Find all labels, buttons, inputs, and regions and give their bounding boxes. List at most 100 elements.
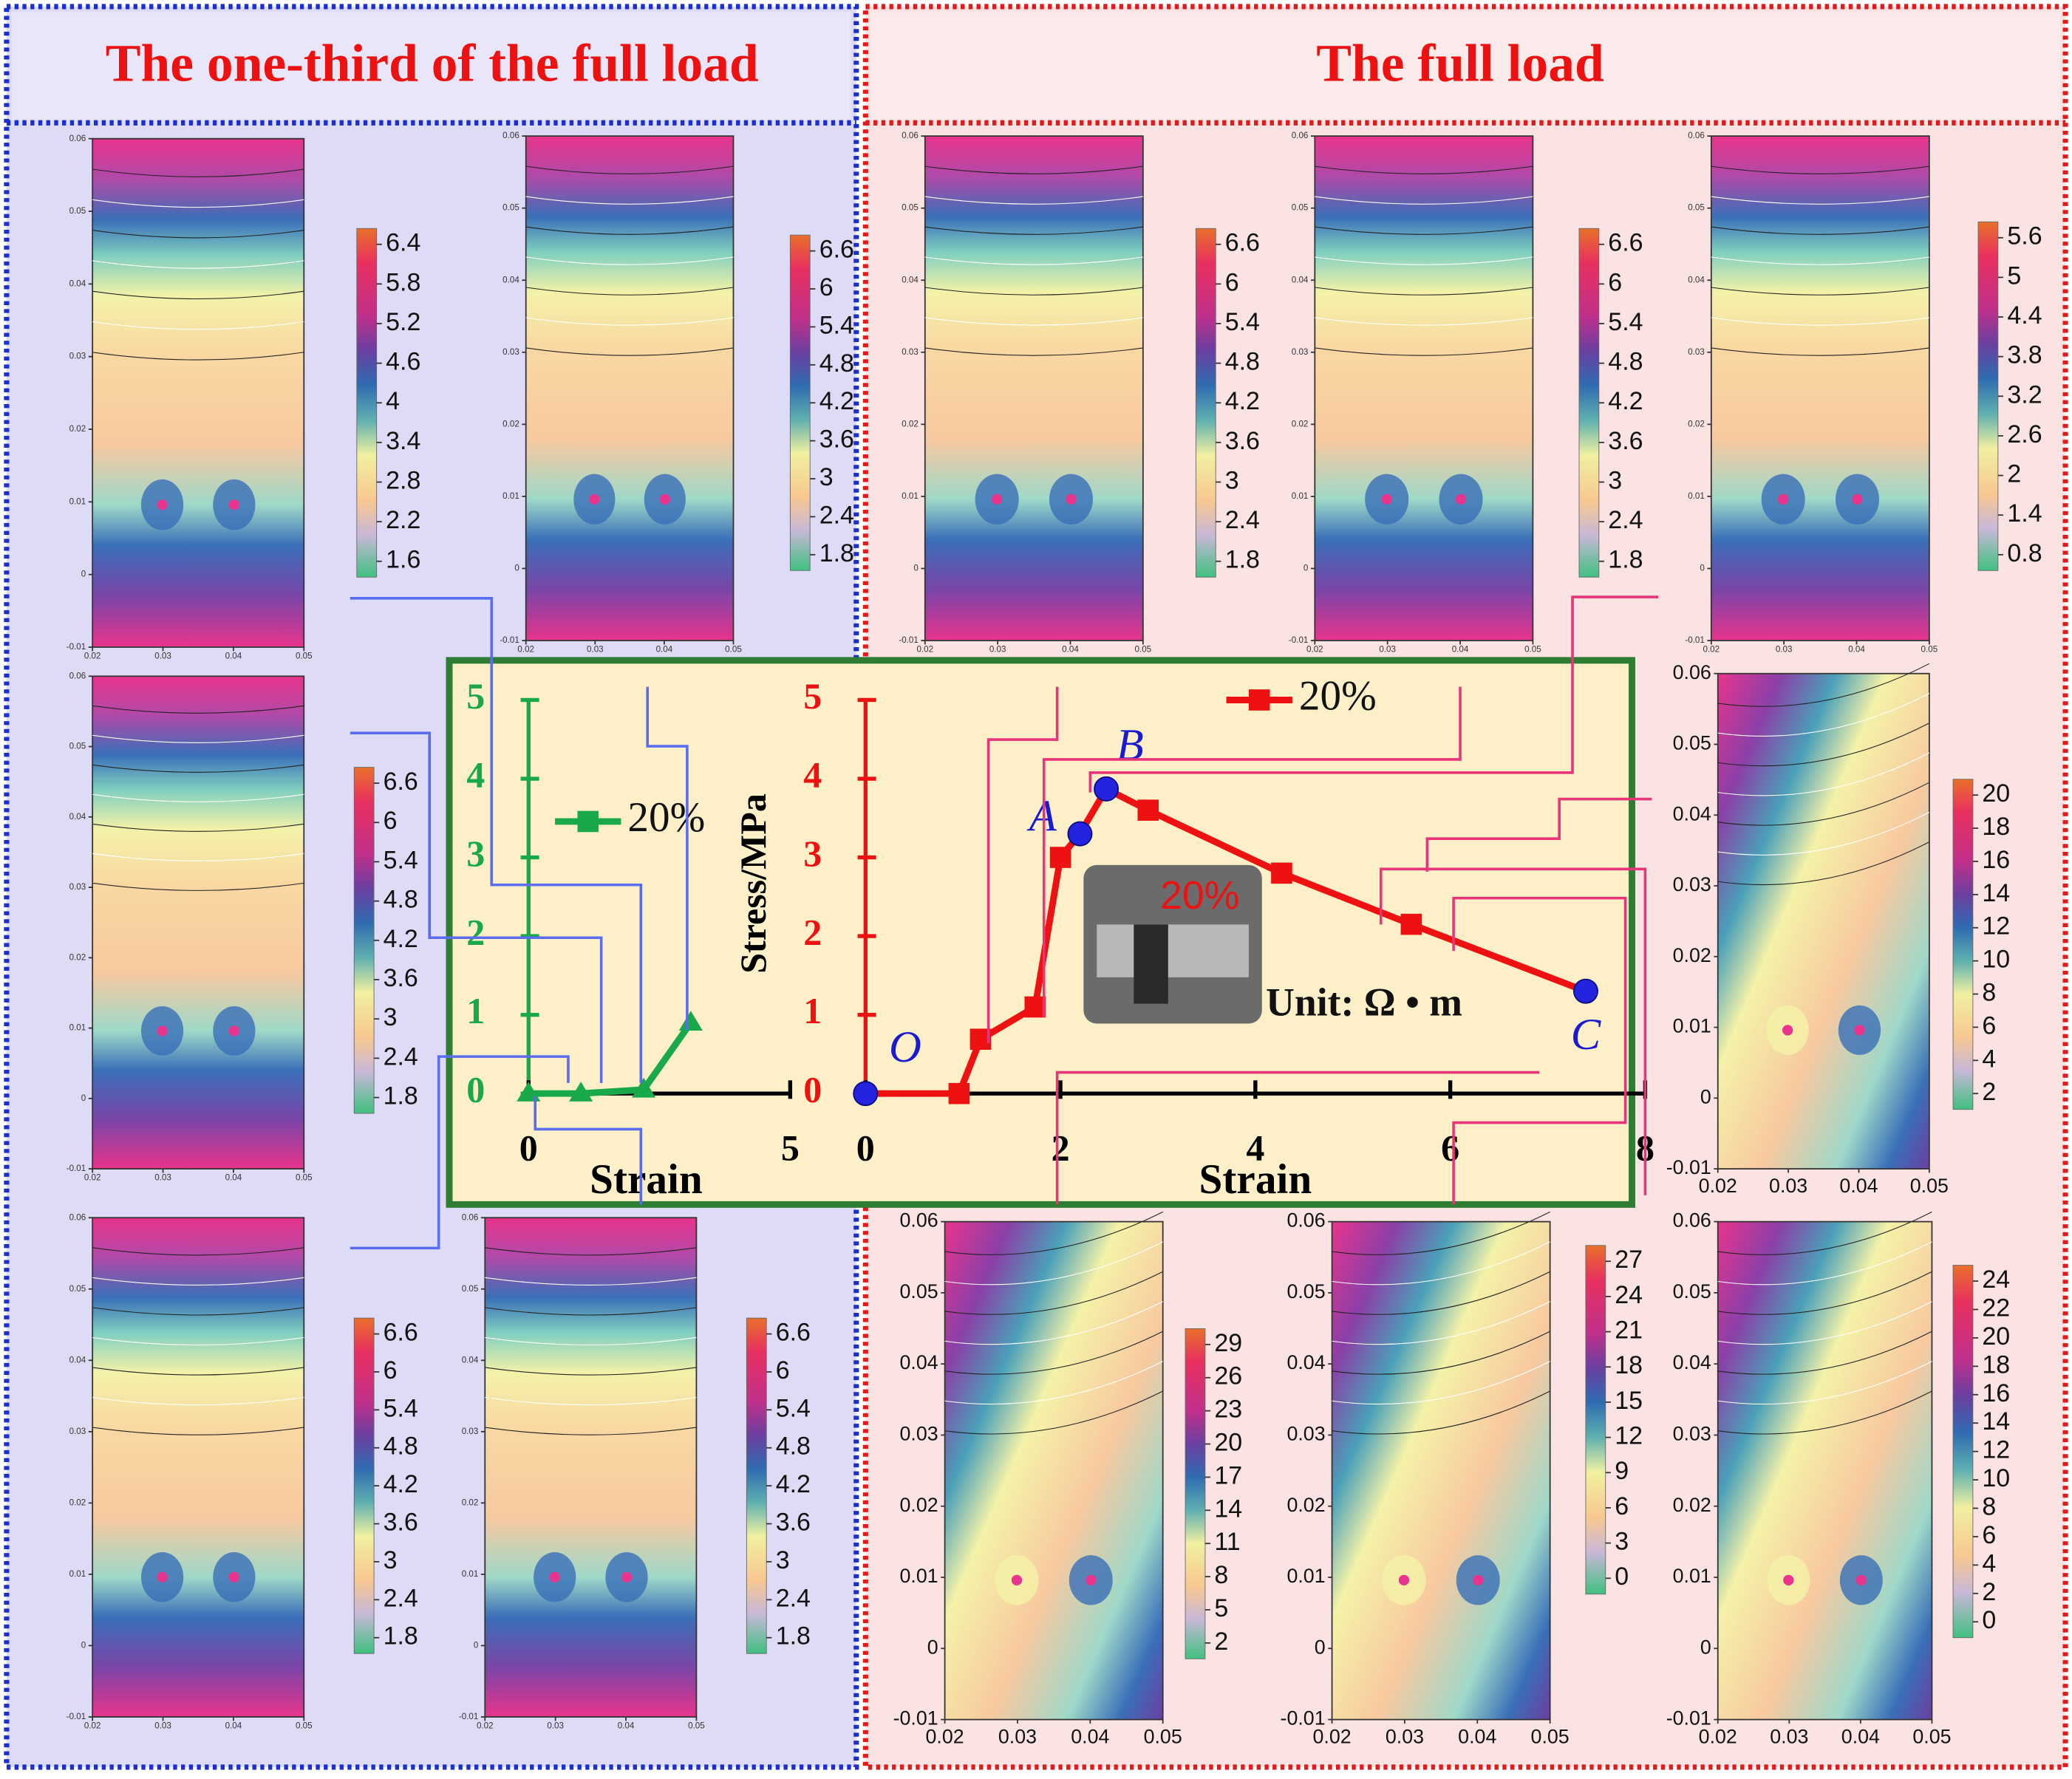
map-spot — [1086, 1574, 1097, 1585]
contour-line — [92, 1277, 304, 1285]
contour-line — [1717, 693, 1930, 737]
contour-line — [92, 260, 304, 269]
map-field — [944, 1220, 1164, 1721]
contour-line — [92, 853, 304, 861]
map-y-tick-label: 0.04 — [902, 275, 919, 284]
map-x-tick-label: 0.03 — [998, 1726, 1037, 1748]
map-x-tick-label: 0.03 — [1769, 1175, 1807, 1197]
map-x-tick-label: 0.03 — [587, 645, 604, 655]
map-x-tick-label: 0.05 — [1921, 645, 1938, 655]
colorbar-tick-label: 5.4 — [819, 311, 854, 339]
map-y-tick-label: 0.01 — [902, 491, 919, 501]
colorbar-tick-label: 3.6 — [384, 1509, 418, 1537]
colorbar-tick-label: 5.6 — [2007, 222, 2042, 250]
map-y-tick-label: 0.01 — [1673, 1015, 1711, 1037]
map-y-tick-label: 0.05 — [462, 1284, 479, 1294]
x-tick-label: 5 — [781, 1127, 800, 1168]
colorbar-tick-label: 15 — [1615, 1387, 1643, 1415]
colorbar-tick-label: 4.2 — [776, 1470, 811, 1498]
map-y-tick-label: 0 — [1315, 1636, 1326, 1658]
map-y-tick-label: 0.06 — [900, 1209, 938, 1232]
map-y-tick-label: 0.05 — [502, 203, 519, 213]
map-x-tick-label: 0.03 — [1386, 1726, 1424, 1748]
map-y-tick-label: 0.02 — [502, 419, 519, 428]
map-y-tick-label: 0.06 — [1688, 131, 1705, 140]
colorbar-tick-label: 5.4 — [1608, 308, 1643, 336]
map-y-tick-label: 0.05 — [900, 1280, 938, 1302]
colorbar-tick-label: 4.8 — [819, 349, 854, 378]
legend-label: 20% — [1299, 673, 1377, 720]
colorbar-tick-label: 6 — [1982, 1521, 1996, 1549]
map-x-tick-label: 0.05 — [1524, 645, 1541, 655]
contour-line — [1711, 287, 1929, 296]
colorbar-tick-label: 23 — [1214, 1396, 1242, 1424]
map-y-tick-label: 0.02 — [1673, 1494, 1711, 1516]
contour-map: 0.060.050.040.030.020.010-0.010.02 0.03 0.… — [1281, 1209, 1643, 1748]
point — [853, 1081, 879, 1107]
map-y-tick-label: 0 — [81, 1093, 86, 1103]
colorbar-tick-label: 24 — [1982, 1266, 2010, 1294]
contour-line — [924, 256, 1143, 265]
legend-marker — [1248, 689, 1270, 711]
map-spot — [1783, 1574, 1794, 1585]
map-y-tick-label: 0.02 — [1292, 419, 1309, 428]
map-field — [1314, 135, 1534, 641]
map-y-tick-label: 0.03 — [1287, 1423, 1325, 1445]
colorbar-tick-label: 4.2 — [384, 1470, 418, 1498]
map-y-tick-label: -0.01 — [1666, 1707, 1711, 1730]
contour-line — [944, 1211, 1163, 1255]
header: The full load — [1316, 34, 1604, 92]
colorbar-tick-label: 6.4 — [386, 229, 420, 257]
contour-line — [525, 196, 734, 205]
point — [1024, 996, 1046, 1018]
colorbar-tick-label: 6.6 — [384, 768, 418, 796]
map-y-tick-label: 0.05 — [1688, 203, 1705, 213]
contour-line — [944, 1241, 1163, 1285]
map-y-tick-label: 0.01 — [1673, 1565, 1711, 1587]
map-spot — [157, 1571, 168, 1582]
contour-line — [924, 196, 1143, 205]
map-x-tick-label: 0.05 — [1910, 1175, 1949, 1197]
contour-line — [92, 793, 304, 802]
colorbar-tick-label: 5 — [1214, 1594, 1228, 1622]
map-y-tick-label: 0 — [81, 1641, 86, 1650]
y-tick-label: 1 — [803, 990, 822, 1031]
map-spot — [659, 494, 670, 505]
colorbar-tick-label: 4.8 — [776, 1433, 811, 1461]
map-spot — [992, 494, 1003, 505]
map-y-tick-label: 0.02 — [462, 1498, 479, 1507]
map-y-tick-label: -0.01 — [500, 635, 519, 645]
colorbar-tick-label: 6 — [776, 1356, 790, 1384]
map-x-tick-label: 0.03 — [1770, 1726, 1808, 1748]
colorbar-tick-label: 3.6 — [1225, 427, 1260, 455]
point — [1400, 913, 1422, 935]
colorbar-tick-label: 2.2 — [386, 506, 420, 534]
colorbar — [1952, 1265, 1974, 1639]
colorbar-tick-label: 29 — [1214, 1329, 1242, 1357]
contour-map: 0.060.050.040.030.020.010-0.010.02 0.03 0.… — [1685, 131, 2042, 654]
map-x-tick-label: 0.04 — [1848, 645, 1865, 655]
map-spot — [589, 494, 600, 505]
y-tick-label: 4 — [466, 754, 485, 796]
map-field — [484, 1217, 698, 1718]
unit-label: Unit: Ω • m — [1266, 980, 1462, 1025]
point — [1271, 862, 1292, 884]
colorbar-tick-label: 14 — [1982, 879, 2010, 907]
map-x-tick-label: 0.03 — [989, 645, 1006, 655]
map-y-tick-label: 0.03 — [69, 882, 86, 892]
colorbar-tick-label: 3.8 — [2007, 341, 2042, 369]
colorbar-tick-label: 6.6 — [1225, 229, 1260, 257]
map-field — [1331, 1220, 1551, 1721]
contour-line — [1717, 841, 1930, 886]
map-x-tick-label: 0.03 — [1379, 645, 1396, 655]
contour-line — [944, 1301, 1163, 1345]
map-y-tick-label: 0.06 — [1673, 1209, 1711, 1232]
contour-line — [1711, 347, 1929, 356]
point — [1067, 821, 1093, 847]
colorbar-tick-label: 26 — [1214, 1362, 1242, 1390]
contour-line — [1315, 287, 1533, 296]
map-y-tick-label: 0 — [1700, 564, 1704, 573]
colorbar-tick-label: 2.4 — [776, 1584, 811, 1612]
x-tick-label: 6 — [1441, 1127, 1459, 1168]
map-x-tick-label: 0.02 — [926, 1726, 964, 1748]
